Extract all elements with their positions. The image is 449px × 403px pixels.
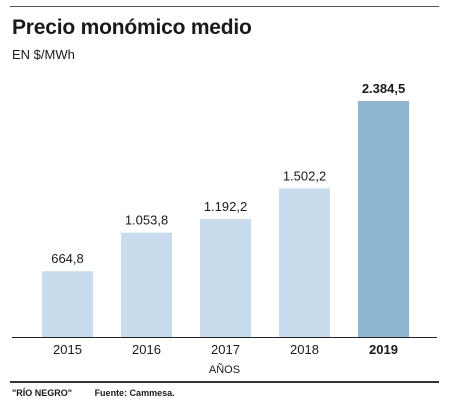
data-label-2019: 2.384,5: [362, 81, 405, 96]
bar-2016: [121, 232, 172, 337]
bar-2015: [42, 271, 93, 337]
chart-subtitle: EN $/MWh: [12, 47, 75, 62]
x-axis-label: AÑOS: [208, 364, 241, 376]
footer: "RÍO NEGRO" Fuente: Cammesa.: [12, 388, 175, 398]
tick-label-2016: 2016: [132, 342, 161, 357]
tick-label-2015: 2015: [53, 342, 82, 357]
tick-label-2018: 2018: [290, 342, 319, 357]
data-label-2016: 1.053,8: [125, 213, 168, 228]
chart-title: Precio monómico medio: [12, 16, 252, 39]
bar-2017: [200, 219, 251, 337]
data-label-2018: 1.502,2: [283, 168, 326, 183]
footer-credit: "RÍO NEGRO": [12, 388, 73, 398]
top-rule: [10, 6, 439, 7]
tick-label-2017: 2017: [211, 342, 240, 357]
bar-2018: [279, 188, 330, 337]
data-label-2015: 664,8: [51, 251, 84, 266]
footer-source: Fuente: Cammesa.: [94, 388, 175, 398]
tick-label-2019: 2019: [369, 342, 398, 357]
bar-2019: [358, 101, 409, 337]
data-label-2017: 1.192,2: [204, 199, 247, 214]
bottom-rule: [10, 381, 439, 383]
